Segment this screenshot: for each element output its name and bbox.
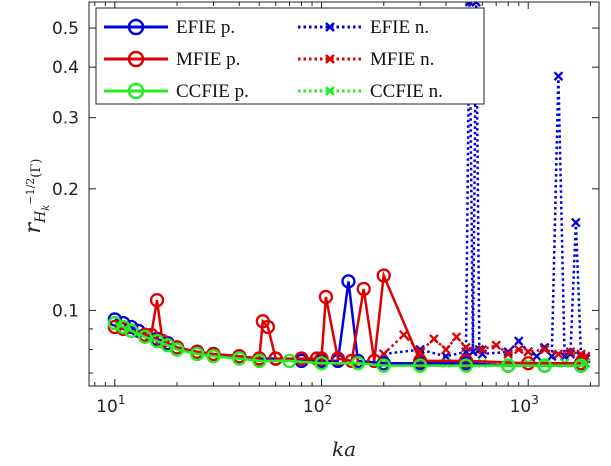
data-point [537, 358, 552, 373]
data-point [137, 329, 153, 345]
legend-label: MFIE p. [176, 49, 240, 70]
x-tick-label: 103 [510, 393, 539, 417]
data-point [124, 323, 139, 339]
y-label-tail: (Γ) [29, 159, 44, 178]
y-label-sub: H [33, 210, 49, 224]
data-point [441, 344, 451, 355]
legend-marker [127, 18, 145, 36]
data-point [376, 358, 391, 373]
series-line [114, 322, 581, 367]
series-ccfie-p [107, 316, 589, 373]
data-point [513, 344, 524, 355]
legend-box [95, 7, 485, 105]
data-point [356, 281, 371, 297]
data-point [330, 351, 346, 366]
legend-marker [325, 86, 335, 96]
data-point [553, 349, 564, 359]
data-point [376, 268, 391, 283]
plot-frame [88, 1, 600, 387]
legend-entry-ccfie-n: CCFIE n. [298, 81, 443, 102]
data-point [314, 356, 329, 371]
data-point [429, 334, 439, 344]
data-point [268, 351, 283, 366]
x-axis-label: ka [332, 437, 356, 461]
data-point [531, 351, 542, 362]
legend-label: EFIE p. [176, 17, 235, 38]
legend-marker [325, 22, 335, 32]
data-point [501, 358, 516, 373]
data-point [232, 351, 247, 366]
x-tick-label: 102 [303, 393, 332, 417]
data-point [513, 336, 524, 346]
data-point [539, 342, 550, 353]
svg-text:rHk−1/2(Γ): rHk −1/2(Γ) [21, 159, 52, 234]
legend-entry-mfie-n: MFIE n. [298, 49, 434, 70]
series-mfie-n [378, 330, 591, 362]
legend-entry-mfie-p: MFIE p. [104, 49, 240, 70]
x-axis: 101 102 103 [94, 2, 591, 417]
y-tick-label: 0.3 [52, 109, 79, 129]
y-tick-label: 0.1 [52, 301, 79, 321]
y-label-sub2: k [41, 205, 52, 211]
data-point [461, 342, 471, 353]
data-point [571, 217, 581, 228]
legend-marker [325, 54, 335, 64]
legend-entry-efie-p: EFIE p. [104, 17, 235, 38]
series-layer [107, 2, 591, 373]
legend-marker [127, 82, 145, 100]
data-point [412, 358, 428, 373]
data-point [169, 342, 185, 357]
y-label-sup: −1/2 [24, 178, 37, 205]
data-point [523, 346, 534, 357]
y-axis-label: rHk −1/2(Γ) [21, 159, 52, 234]
data-point [573, 358, 589, 373]
data-point [314, 351, 329, 366]
y-tick-label: 0.4 [52, 58, 79, 78]
data-point [458, 358, 474, 373]
data-point [116, 319, 131, 335]
legend-label: MFIE n. [370, 49, 434, 70]
data-point [565, 346, 576, 357]
data-point [318, 289, 334, 305]
data-point [539, 344, 550, 355]
data-point [189, 346, 205, 362]
data-point [252, 353, 267, 369]
data-point [107, 316, 122, 331]
data-point [477, 344, 488, 355]
data-point [398, 330, 409, 340]
data-point [149, 293, 165, 308]
data-point [503, 349, 514, 359]
series-line [114, 270, 581, 365]
data-point [491, 340, 502, 351]
data-point [206, 349, 221, 364]
legend-label: CCFIE n. [370, 81, 443, 102]
data-point [553, 71, 564, 82]
data-point [458, 353, 474, 369]
data-point [503, 346, 514, 357]
data-point [521, 356, 536, 371]
legend-label: EFIE n. [370, 17, 429, 38]
legend: EFIE p. MFIE p. CCFIE p. EFIE n. MFIE n. CCFI… [95, 7, 485, 105]
y-axis: 0.1 0.2 0.3 0.4 0.5 [52, 19, 599, 374]
y-tick-label: 0.2 [52, 180, 79, 200]
legend-entry-efie-n: EFIE n. [298, 17, 429, 38]
legend-marker [127, 50, 145, 68]
legend-label: CCFIE p. [176, 81, 249, 102]
data-point [344, 353, 359, 369]
data-point [350, 356, 366, 371]
y-tick-label: 0.5 [52, 19, 79, 39]
data-point [260, 319, 276, 335]
legend-entry-ccfie-p: CCFIE p. [104, 81, 249, 102]
data-point [282, 353, 297, 369]
data-point [451, 332, 462, 342]
data-point [565, 349, 576, 359]
data-point [471, 2, 481, 7]
y-label-main: r [21, 221, 46, 233]
data-point [341, 274, 356, 289]
data-point [412, 353, 428, 369]
x-tick-label: 101 [96, 393, 125, 417]
